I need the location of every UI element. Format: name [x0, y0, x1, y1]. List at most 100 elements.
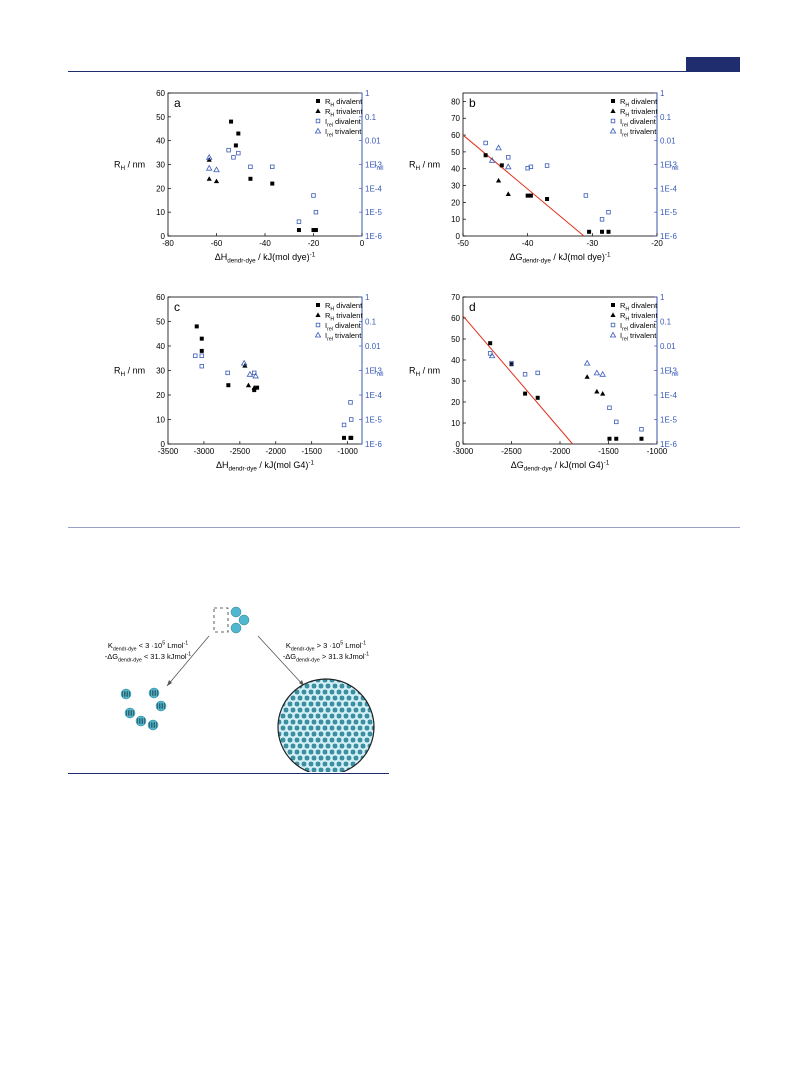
aggregate-dye: [315, 689, 321, 695]
aggregate-dye: [322, 713, 328, 719]
aggregate-dye: [311, 767, 317, 772]
aggregate-dye: [353, 695, 359, 701]
aggregate-dye: [357, 701, 363, 707]
data-point-irel-tri: [246, 370, 254, 377]
y-tick-label: 30: [451, 377, 460, 386]
legend-label: Irel trivalent: [620, 127, 657, 139]
aggregate-dye: [318, 695, 324, 701]
data-point-irel-div: [483, 140, 488, 146]
right-tick-label: 1E-6: [365, 232, 382, 241]
aggregate-dye: [325, 695, 331, 701]
data-point-rh-div: [252, 388, 257, 393]
aggregate-dye: [336, 713, 342, 719]
right-tick-label: 1E-5: [365, 208, 382, 217]
aggregate-dye: [325, 683, 331, 689]
x-tick-label: -3500: [158, 447, 179, 456]
aggregate-dye: [301, 725, 307, 731]
aggregate-dye: [278, 701, 279, 707]
right-tick-label: 1: [660, 293, 665, 302]
x-tick-label: -50: [457, 239, 469, 248]
aggregate-dye: [336, 689, 342, 695]
aggregate-dye: [350, 713, 356, 719]
aggregate-dye: [318, 707, 324, 713]
aggregate-dye: [367, 755, 373, 761]
aggregate-dye: [308, 749, 314, 755]
panel-c-chart: 0 10 20 30 40 50 60 -3500 -3000 -2500 -2000 -1500 -1…: [114, 293, 384, 473]
legend-marker: [609, 127, 617, 134]
aggregate-dye: [318, 767, 324, 772]
data-point-rh-tri: [245, 382, 252, 388]
legend-marker: [316, 99, 320, 103]
data-point-irel-div: [199, 363, 204, 369]
aggregate-dye: [283, 719, 289, 725]
aggregate-dye: [311, 695, 317, 701]
aggregate-dye: [357, 725, 363, 731]
aggregate-dye: [325, 731, 331, 737]
header-tab: [686, 57, 740, 71]
aggregate-dye: [308, 725, 314, 731]
legend-marker: [315, 322, 321, 328]
right-tick-label: 0.01: [660, 342, 676, 351]
data-point-irel-tri: [488, 352, 496, 359]
data-point-rh-div: [499, 163, 504, 168]
data-point-rh-div: [509, 362, 514, 367]
aggregate-dye: [287, 761, 293, 767]
aggregate-dye: [311, 683, 317, 689]
aggregate-dye: [332, 731, 338, 737]
aggregate-dye: [325, 707, 331, 713]
aggregate-dye: [343, 713, 349, 719]
data-point-irel-div: [606, 209, 611, 215]
x-tick-label: -1000: [647, 447, 668, 456]
legend-marker: [316, 303, 320, 307]
right-axis-label: Irel: [374, 160, 384, 173]
data-point-rh-div: [313, 228, 318, 233]
y-tick-label: 50: [156, 113, 165, 122]
aggregate-outline: [277, 678, 375, 772]
aggregate-dye: [322, 689, 328, 695]
aggregate-dye: [350, 679, 356, 683]
aggregate-dye: [297, 743, 303, 749]
aggregate-dye: [339, 683, 345, 689]
data-point-rh-tri: [206, 176, 212, 181]
y-tick-label: 50: [156, 318, 165, 327]
aggregate-dye: [280, 689, 286, 695]
data-point-rh-tri: [600, 391, 606, 396]
y-axis-label: RH / nm: [409, 366, 440, 379]
data-point-irel-tri: [504, 163, 512, 170]
right-tick-label: 1E-5: [660, 416, 677, 425]
x-tick-label: -2500: [230, 447, 251, 456]
arrow-right: [257, 635, 305, 687]
y-tick-label: 40: [156, 137, 165, 146]
right-tick-label: 0.01: [365, 137, 381, 146]
aggregate-dye: [374, 731, 379, 736]
data-point-rh-tri: [505, 191, 511, 196]
data-point-rh-div: [199, 336, 204, 341]
data-point-rh-div: [606, 229, 611, 234]
right-tick-label: 1: [365, 89, 370, 98]
arrow-left: [166, 635, 210, 687]
aggregate-dye: [280, 725, 286, 731]
data-point-irel-tri: [495, 144, 502, 151]
right-tick-label: 0.1: [660, 318, 672, 327]
aggregate-dye: [364, 689, 370, 695]
aggregate-dye: [311, 719, 317, 725]
data-point-irel-div: [225, 370, 230, 376]
x-tick-label: -40: [259, 239, 271, 248]
aggregate-dye: [308, 761, 314, 767]
aggregate-dye: [322, 679, 328, 683]
aggregate-dye: [346, 731, 352, 737]
right-axis-label: Irel: [374, 366, 384, 379]
aggregate-dye: [290, 767, 296, 772]
aggregate-dye: [287, 713, 293, 719]
aggregate-dye: [318, 731, 324, 737]
aggregate-dye: [353, 767, 359, 772]
aggregate-dye: [350, 689, 356, 695]
legend-marker: [610, 108, 616, 113]
aggregate-dye: [278, 689, 279, 695]
x-tick-label: -30: [587, 239, 599, 248]
legend-marker: [609, 331, 617, 338]
aggregate-dye: [374, 755, 379, 760]
y-tick-label: 40: [156, 342, 165, 351]
aggregate-dye: [364, 713, 370, 719]
aggregate-dye: [278, 761, 279, 767]
